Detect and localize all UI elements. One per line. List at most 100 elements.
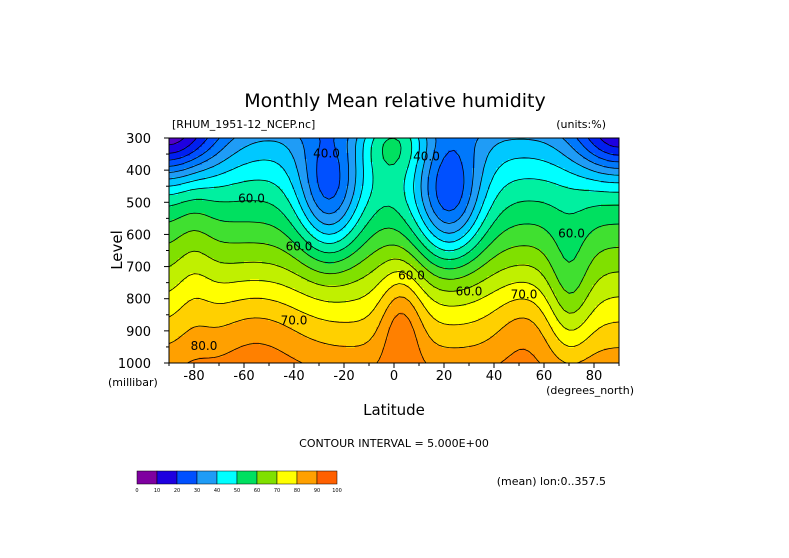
contour-cell: [208, 321, 211, 324]
contour-cell: [199, 195, 202, 198]
contour-cell: [199, 180, 202, 183]
contour-cell: [172, 222, 175, 225]
contour-cell: [364, 318, 367, 321]
contour-cell: [292, 150, 295, 153]
contour-cell: [265, 291, 268, 294]
contour-cell: [193, 156, 196, 159]
contour-cell: [304, 243, 307, 246]
contour-cell: [253, 321, 256, 324]
contour-cell: [322, 186, 325, 189]
contour-cell: [316, 213, 319, 216]
contour-cell: [280, 324, 283, 327]
contour-cell: [298, 327, 301, 330]
contour-cell: [364, 162, 367, 165]
contour-cell: [361, 357, 364, 360]
contour-cell: [340, 177, 343, 180]
contour-cell: [295, 315, 298, 318]
contour-cell: [298, 357, 301, 360]
contour-cell: [214, 177, 217, 180]
contour-cell: [235, 156, 238, 159]
contour-cell: [226, 360, 229, 363]
contour-cell: [256, 273, 259, 276]
contour-cell: [262, 333, 265, 336]
contour-cell: [238, 234, 241, 237]
contour-cell: [355, 204, 358, 207]
contour-cell: [187, 285, 190, 288]
contour-cell: [238, 270, 241, 273]
contour-cell: [217, 219, 220, 222]
contour-cell: [325, 195, 328, 198]
contour-cell: [322, 297, 325, 300]
contour-cell: [184, 192, 187, 195]
contour-cell: [217, 357, 220, 360]
contour-cell: [220, 228, 223, 231]
contour-cell: [301, 294, 304, 297]
contour-cell: [364, 174, 367, 177]
contour-cell: [277, 165, 280, 168]
contour-cell: [172, 201, 175, 204]
contour-cell: [355, 243, 358, 246]
contour-cell: [178, 231, 181, 234]
contour-cell: [223, 333, 226, 336]
contour-cell: [334, 195, 337, 198]
contour-cell: [196, 264, 199, 267]
contour-cell: [196, 342, 199, 345]
contour-cell: [208, 258, 211, 261]
contour-cell: [277, 171, 280, 174]
contour-cell: [181, 345, 184, 348]
contour-cell: [214, 156, 217, 159]
contour-cell: [358, 318, 361, 321]
contour-cell: [322, 147, 325, 150]
contour-cell: [340, 267, 343, 270]
contour-cell: [235, 306, 238, 309]
contour-cell: [247, 291, 250, 294]
contour-cell: [298, 138, 301, 141]
contour-cell: [232, 189, 235, 192]
contour-cell: [331, 333, 334, 336]
contour-cell: [244, 339, 247, 342]
contour-cell: [277, 306, 280, 309]
contour-cell: [337, 318, 340, 321]
contour-cell: [244, 264, 247, 267]
contour-cell: [169, 201, 172, 204]
contour-cell: [238, 297, 241, 300]
contour-cell: [172, 150, 175, 153]
contour-cell: [235, 300, 238, 303]
contour-cell: [199, 138, 202, 141]
contour-cell: [196, 294, 199, 297]
contour-cell: [298, 264, 301, 267]
contour-cell: [205, 315, 208, 318]
contour-cell: [232, 213, 235, 216]
contour-cell: [172, 210, 175, 213]
contour-cell: [280, 174, 283, 177]
contour-cell: [169, 351, 172, 354]
contour-cell: [268, 303, 271, 306]
contour-cell: [268, 228, 271, 231]
contour-cell: [217, 198, 220, 201]
contour-cell: [325, 189, 328, 192]
contour-cell: [355, 309, 358, 312]
contour-cell: [220, 234, 223, 237]
contour-cell: [292, 279, 295, 282]
contour-cell: [352, 222, 355, 225]
contour-cell: [292, 300, 295, 303]
contour-cell: [304, 273, 307, 276]
contour-cell: [307, 225, 310, 228]
contour-cell: [340, 279, 343, 282]
contour-cell: [214, 201, 217, 204]
contour-cell: [322, 333, 325, 336]
contour-cell: [277, 255, 280, 258]
contour-cell: [352, 174, 355, 177]
contour-cell: [316, 243, 319, 246]
contour-cell: [244, 243, 247, 246]
contour-cell: [187, 168, 190, 171]
contour-cell: [367, 243, 370, 246]
contour-cell: [358, 267, 361, 270]
contour-cell: [235, 294, 238, 297]
contour-cell: [184, 312, 187, 315]
contour-cell: [292, 246, 295, 249]
contour-cell: [223, 216, 226, 219]
contour-cell: [262, 195, 265, 198]
contour-cell: [193, 186, 196, 189]
contour-cell: [310, 198, 313, 201]
